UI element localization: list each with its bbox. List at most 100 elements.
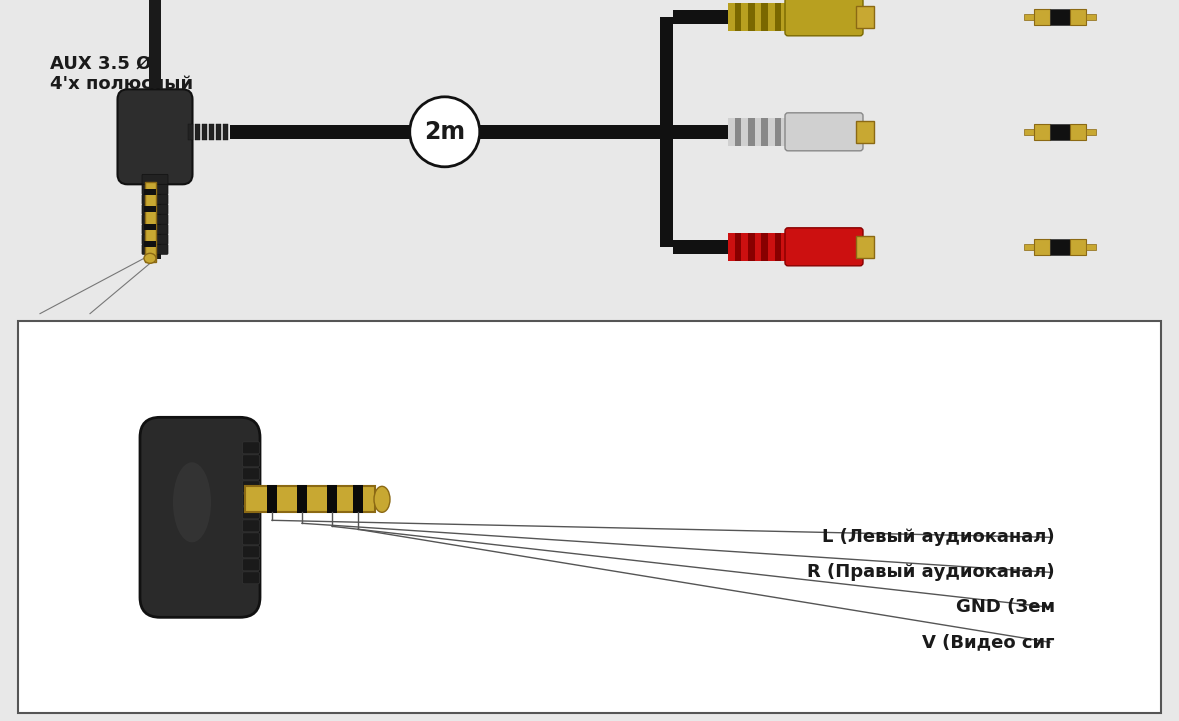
- FancyBboxPatch shape: [243, 507, 259, 519]
- Bar: [762, 233, 768, 261]
- Bar: [1071, 9, 1086, 25]
- Text: AUX 3.5 Ø
4'х полюсный: AUX 3.5 Ø 4'х полюсный: [50, 54, 193, 93]
- FancyBboxPatch shape: [243, 559, 259, 571]
- FancyBboxPatch shape: [141, 174, 167, 185]
- Bar: [223, 124, 228, 140]
- Bar: [735, 3, 742, 31]
- Bar: [18, 321, 1161, 713]
- FancyBboxPatch shape: [243, 442, 259, 454]
- Bar: [747, 118, 755, 146]
- Bar: [660, 17, 673, 247]
- FancyBboxPatch shape: [243, 546, 259, 558]
- Bar: [245, 487, 375, 513]
- Bar: [762, 3, 768, 31]
- Bar: [742, 118, 747, 146]
- Bar: [202, 124, 206, 140]
- Bar: [1050, 239, 1071, 255]
- FancyBboxPatch shape: [141, 204, 167, 214]
- Bar: [230, 125, 660, 139]
- Text: R (Правый аудиоканал): R (Правый аудиоканал): [808, 563, 1055, 581]
- FancyBboxPatch shape: [118, 89, 192, 185]
- Bar: [1025, 14, 1034, 19]
- Bar: [1050, 124, 1071, 140]
- Bar: [735, 118, 742, 146]
- Circle shape: [410, 97, 480, 167]
- Bar: [768, 3, 775, 31]
- Bar: [755, 3, 762, 31]
- FancyBboxPatch shape: [243, 533, 259, 545]
- Text: V (Видео сиг: V (Видео сиг: [922, 633, 1055, 651]
- Bar: [727, 118, 735, 146]
- Bar: [149, 0, 162, 260]
- Bar: [1071, 239, 1086, 255]
- Bar: [144, 224, 156, 230]
- Bar: [742, 3, 747, 31]
- Bar: [747, 233, 755, 261]
- Bar: [1034, 9, 1050, 25]
- Bar: [727, 3, 735, 31]
- FancyBboxPatch shape: [141, 195, 167, 204]
- Text: L (Левый аудиоканал): L (Левый аудиоканал): [823, 528, 1055, 547]
- Bar: [187, 124, 192, 140]
- FancyBboxPatch shape: [141, 214, 167, 224]
- Bar: [673, 125, 727, 139]
- Bar: [1034, 239, 1050, 255]
- Bar: [144, 242, 156, 247]
- Bar: [144, 190, 156, 195]
- Bar: [856, 121, 874, 143]
- Bar: [1034, 124, 1050, 140]
- FancyBboxPatch shape: [140, 417, 261, 617]
- Bar: [1071, 124, 1086, 140]
- Bar: [144, 206, 156, 212]
- Bar: [762, 118, 768, 146]
- Bar: [1025, 244, 1034, 249]
- Bar: [145, 182, 156, 262]
- Bar: [297, 485, 307, 513]
- Bar: [768, 118, 775, 146]
- Bar: [735, 233, 742, 261]
- FancyBboxPatch shape: [243, 520, 259, 532]
- Bar: [327, 485, 337, 513]
- FancyBboxPatch shape: [243, 468, 259, 479]
- Bar: [1025, 129, 1034, 135]
- Bar: [1050, 9, 1071, 25]
- FancyBboxPatch shape: [785, 0, 863, 36]
- Ellipse shape: [144, 253, 156, 263]
- Text: GND (Зем: GND (Зем: [956, 598, 1055, 616]
- Bar: [353, 485, 363, 513]
- Bar: [775, 3, 782, 31]
- Bar: [782, 3, 788, 31]
- Bar: [775, 118, 782, 146]
- Bar: [755, 233, 762, 261]
- Text: 2m: 2m: [424, 120, 466, 143]
- Bar: [782, 233, 788, 261]
- Bar: [195, 124, 199, 140]
- Bar: [209, 124, 213, 140]
- FancyBboxPatch shape: [785, 228, 863, 266]
- Bar: [747, 3, 755, 31]
- Ellipse shape: [173, 462, 211, 542]
- Bar: [755, 118, 762, 146]
- Bar: [266, 485, 277, 513]
- FancyBboxPatch shape: [243, 481, 259, 493]
- Bar: [782, 118, 788, 146]
- FancyBboxPatch shape: [141, 224, 167, 234]
- Bar: [856, 236, 874, 258]
- Ellipse shape: [374, 487, 390, 513]
- FancyBboxPatch shape: [243, 494, 259, 506]
- FancyBboxPatch shape: [141, 244, 167, 255]
- FancyBboxPatch shape: [141, 185, 167, 195]
- Bar: [1086, 14, 1096, 19]
- Bar: [673, 10, 727, 24]
- Bar: [1086, 129, 1096, 135]
- Bar: [1086, 244, 1096, 249]
- Bar: [856, 6, 874, 28]
- Bar: [727, 233, 735, 261]
- Bar: [673, 240, 727, 254]
- Bar: [768, 233, 775, 261]
- Bar: [742, 233, 747, 261]
- Bar: [216, 124, 220, 140]
- FancyBboxPatch shape: [141, 234, 167, 244]
- FancyBboxPatch shape: [785, 112, 863, 151]
- FancyBboxPatch shape: [243, 572, 259, 584]
